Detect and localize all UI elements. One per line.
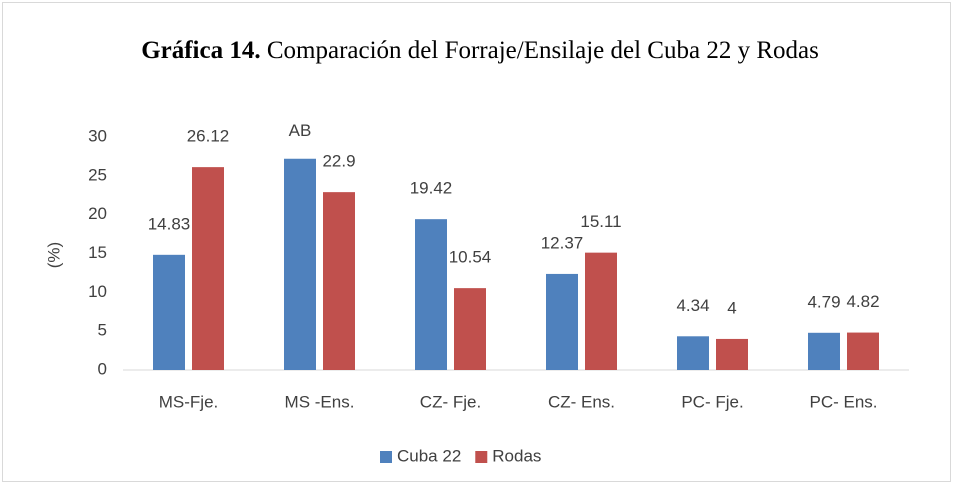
bar — [153, 254, 185, 370]
bar — [192, 167, 224, 370]
bar — [808, 332, 840, 370]
y-tick-label: 15 — [88, 243, 107, 262]
bar — [585, 252, 617, 370]
y-tick-label: 5 — [98, 321, 107, 340]
x-tick-label: CZ- Ens. — [548, 392, 615, 411]
data-label: 10.54 — [449, 248, 492, 267]
legend-label: Rodas — [492, 446, 541, 465]
data-label: 4 — [727, 298, 736, 317]
y-tick-label: 0 — [98, 359, 107, 378]
bar — [284, 158, 316, 370]
y-tick-label: 25 — [88, 165, 107, 184]
x-tick-label: MS -Ens. — [285, 392, 355, 411]
data-label: 4.34 — [676, 296, 709, 315]
y-axis-label: (%) — [44, 242, 63, 268]
y-tick-label: 30 — [88, 126, 107, 145]
x-tick-label: PC- Ens. — [809, 392, 877, 411]
data-label: 15.11 — [580, 212, 621, 231]
legend-label: Cuba 22 — [397, 446, 461, 465]
title-text: Comparación del Forraje/Ensilaje del Cub… — [266, 37, 819, 64]
bar — [415, 219, 447, 370]
annotation: AB — [289, 121, 312, 140]
data-label: 19.42 — [410, 179, 453, 198]
data-label: 22.9 — [322, 152, 355, 171]
legend-swatch — [475, 451, 488, 463]
y-tick-label: 20 — [88, 204, 107, 223]
data-label: 26.12 — [187, 127, 230, 146]
x-tick-label: CZ- Fje. — [420, 392, 481, 411]
bar — [847, 332, 879, 370]
bar — [323, 192, 355, 370]
bar — [716, 338, 748, 370]
chart-title: Gráfica 14. Comparación del Forraje/Ensi… — [120, 34, 840, 68]
bar — [677, 336, 709, 370]
title-prefix: Gráfica 14. — [141, 37, 261, 64]
data-label: 4.82 — [846, 292, 879, 311]
x-tick-label: PC- Fje. — [681, 392, 743, 411]
data-label: 4.79 — [807, 292, 840, 311]
y-tick-label: 10 — [88, 282, 107, 301]
data-label: 14.83 — [148, 214, 191, 233]
legend-swatch — [380, 451, 392, 463]
bar — [454, 288, 486, 370]
data-label: 12.37 — [541, 233, 584, 252]
bar — [546, 273, 578, 370]
x-tick-label: MS-Fje. — [159, 392, 219, 411]
